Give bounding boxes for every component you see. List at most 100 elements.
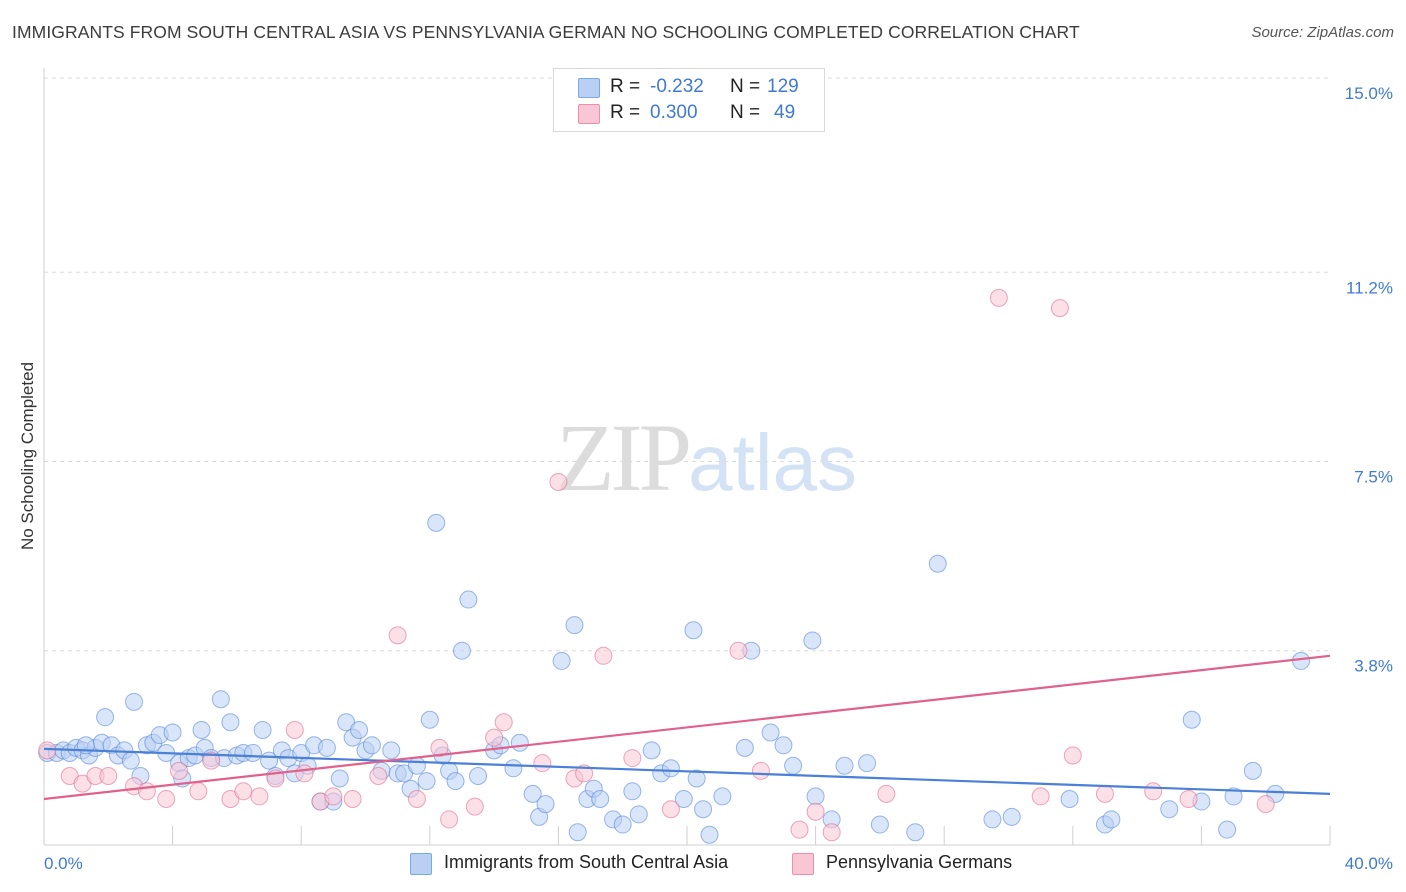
pink-trend-line	[43, 654, 1331, 801]
legend-n-label: N =	[730, 102, 761, 123]
pink-data-point	[989, 288, 1008, 307]
blue-data-point	[330, 769, 349, 788]
y-tick-label: 7.5%	[1354, 468, 1393, 487]
blue-data-point	[125, 692, 144, 711]
blue-data-point	[446, 772, 465, 791]
blue-data-point	[629, 805, 648, 824]
pink-data-point	[1179, 789, 1198, 808]
pink-data-point	[494, 713, 513, 732]
x-tick-label-min: 0.0%	[44, 854, 83, 873]
blue-data-point	[536, 795, 555, 814]
blue-data-point	[1160, 800, 1179, 819]
legend-r-value: -0.232	[650, 76, 704, 97]
blue-data-point	[568, 823, 587, 842]
blue-data-point	[1002, 807, 1021, 826]
pink-data-point	[790, 820, 809, 839]
blue-data-point	[774, 736, 793, 755]
pink-data-point	[99, 766, 118, 785]
pink-data-point	[1256, 795, 1275, 814]
pink-data-point	[324, 787, 343, 806]
blue-data-point	[1243, 761, 1262, 780]
blue-data-point	[552, 651, 571, 670]
bottom-legend-label: Immigrants from South Central Asia	[444, 852, 729, 872]
blue-data-point	[504, 759, 523, 778]
blue-data-point	[761, 723, 780, 742]
pink-data-point	[369, 766, 388, 785]
pink-data-point	[575, 764, 594, 783]
blue-data-point	[684, 621, 703, 640]
blue-data-point	[803, 631, 822, 650]
pink-data-point	[1031, 787, 1050, 806]
blue-data-point	[1292, 651, 1311, 670]
blue-data-point	[906, 823, 925, 842]
blue-data-point	[623, 782, 642, 801]
blue-data-point	[642, 741, 661, 760]
blue-data-point	[243, 743, 262, 762]
blue-data-point	[674, 789, 693, 808]
legend-r-value: 0.300	[650, 102, 698, 123]
blue-data-point	[459, 590, 478, 609]
blue-data-point	[1182, 710, 1201, 729]
blue-data-point	[694, 800, 713, 819]
blue-data-point	[1060, 789, 1079, 808]
pink-data-point	[407, 789, 426, 808]
blue-data-point	[735, 738, 754, 757]
blue-data-point	[565, 616, 584, 635]
bottom-legend-label: Pennsylvania Germans	[826, 852, 1013, 872]
pink-data-point	[822, 823, 841, 842]
legend-n-value: 129	[767, 76, 799, 97]
pink-data-point	[440, 810, 459, 829]
blue-data-point	[591, 789, 610, 808]
bottom-legend-swatch-blue	[410, 853, 432, 875]
blue-data-point	[192, 720, 211, 739]
watermark-zip: ZIP	[556, 404, 692, 511]
blue-data-point	[452, 641, 471, 660]
blue-data-point	[983, 810, 1002, 829]
blue-data-point	[835, 756, 854, 775]
pink-data-point	[234, 782, 253, 801]
legend-swatch-pink	[578, 104, 600, 124]
blue-trend-line	[43, 747, 1331, 795]
pink-data-point	[189, 782, 208, 801]
blue-data-point	[121, 751, 140, 770]
x-tick-label-max: 40.0%	[1345, 854, 1393, 873]
pink-data-point	[623, 749, 642, 768]
legend-n-value: 49	[774, 102, 796, 123]
pink-data-point	[465, 797, 484, 816]
legend-r-label: R =	[610, 76, 641, 97]
blue-data-point	[613, 815, 632, 834]
pink-data-point	[661, 800, 680, 819]
pink-data-point	[877, 784, 896, 803]
pink-data-point	[1095, 784, 1114, 803]
blue-data-point	[407, 756, 426, 775]
blue-data-point	[661, 759, 680, 778]
blue-data-point	[510, 733, 529, 752]
blue-data-point	[362, 736, 381, 755]
pink-data-point	[594, 646, 613, 665]
chart-title: IMMIGRANTS FROM SOUTH CENTRAL ASIA VS PE…	[12, 22, 1080, 42]
legend-swatch-blue	[578, 78, 600, 98]
pink-data-point	[250, 787, 269, 806]
pink-data-point	[202, 751, 221, 770]
blue-data-point	[1224, 787, 1243, 806]
source-label: Source: ZipAtlas.com	[1251, 24, 1394, 41]
pink-data-point	[751, 761, 770, 780]
pink-data-point	[170, 761, 189, 780]
blue-data-point	[1102, 810, 1121, 829]
pink-data-point	[806, 802, 825, 821]
blue-data-point	[870, 815, 889, 834]
blue-data-point	[928, 554, 947, 573]
legend: R = -0.232 N = 129 R = 0.300 N = 49	[553, 68, 825, 132]
blue-data-point	[350, 720, 369, 739]
blue-data-point	[420, 710, 439, 729]
pink-data-point	[533, 754, 552, 773]
blue-data-point	[523, 784, 542, 803]
blue-data-point	[417, 772, 436, 791]
blue-data-point	[806, 787, 825, 806]
blue-data-point	[253, 720, 272, 739]
pink-data-point	[295, 764, 314, 783]
legend-r-label: R =	[610, 102, 641, 123]
blue-data-point	[687, 769, 706, 788]
blue-data-point	[469, 766, 488, 785]
